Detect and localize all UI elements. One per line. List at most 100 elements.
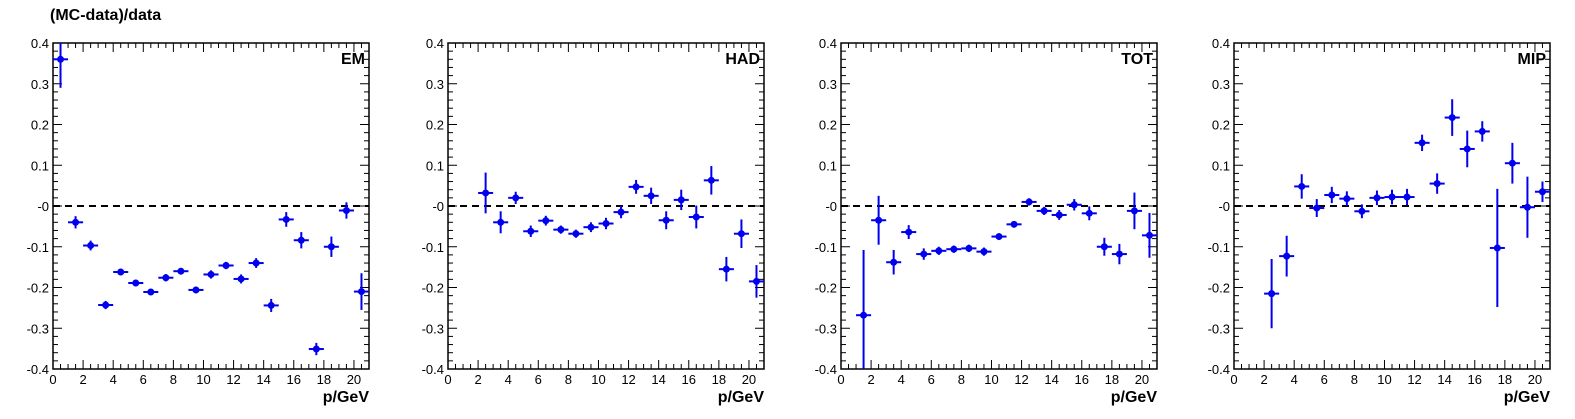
y-tick-label: 0.2 (1212, 118, 1230, 133)
data-marker (87, 242, 95, 250)
y-tick-label: -0.1 (1208, 240, 1230, 255)
data-marker (1433, 180, 1441, 188)
data-marker (342, 206, 350, 214)
data-marker (1010, 220, 1018, 228)
data-point (1006, 220, 1022, 228)
data-marker (297, 236, 305, 244)
data-marker (237, 275, 245, 283)
y-tick-label: 0.1 (31, 158, 49, 173)
data-marker (222, 261, 230, 269)
data-marker (1478, 127, 1486, 135)
data-point (1036, 206, 1052, 215)
data-marker (1040, 207, 1048, 215)
data-marker (602, 220, 610, 228)
x-tick-label: 10 (196, 372, 210, 387)
data-marker (647, 192, 655, 200)
panel-had: 0 2 4 6 8 10 12 14 16 18 20 -0.4 -0.3 -0.2 -0.1 -0 0.1 0.… (422, 36, 765, 406)
data-marker (1268, 290, 1276, 298)
y-tick-label: 0.3 (31, 77, 49, 92)
y-tick-label: -0.2 (815, 281, 837, 296)
data-point (1429, 173, 1445, 194)
data-point (991, 233, 1007, 241)
data-point (976, 247, 992, 256)
data-point (478, 172, 494, 214)
data-point (1111, 243, 1127, 265)
data-marker (752, 277, 760, 285)
data-point (1399, 188, 1415, 206)
data-point (856, 250, 872, 369)
x-tick-label: 12 (621, 372, 635, 387)
data-point (128, 279, 144, 287)
y-tick-label: -0.4 (27, 362, 49, 377)
data-marker (950, 245, 958, 253)
x-tick-label: 6 (535, 372, 542, 387)
x-tick-label: 10 (984, 372, 998, 387)
x-tick-label: 4 (110, 372, 117, 387)
x-tick-label: 12 (1014, 372, 1028, 387)
data-point (113, 268, 129, 276)
data-marker (617, 208, 625, 216)
data-point (1021, 198, 1037, 206)
data-point (68, 216, 84, 229)
data-marker (1070, 201, 1078, 209)
y-tick-label: -0.4 (815, 362, 837, 377)
data-marker (995, 233, 1003, 241)
x-tick-label: 2 (1260, 372, 1267, 387)
data-point (1474, 121, 1490, 142)
data-point (1444, 99, 1460, 136)
data-marker (1298, 182, 1306, 190)
data-point (53, 43, 69, 88)
data-series (1264, 99, 1550, 329)
y-tick-label: -0.1 (422, 240, 444, 255)
data-marker (1523, 203, 1531, 211)
data-point (323, 236, 339, 257)
data-point (293, 232, 309, 249)
data-marker (1538, 188, 1546, 196)
x-tick-label: 4 (505, 372, 512, 387)
data-point (353, 273, 369, 310)
x-axis-label: p/GeV (1504, 389, 1551, 406)
y-tick-label: 0.1 (819, 158, 837, 173)
data-point (568, 229, 584, 238)
data-point (688, 205, 704, 229)
x-tick-label: 18 (1105, 372, 1119, 387)
data-point (188, 286, 204, 294)
y-tick-label: -0.3 (27, 321, 49, 336)
data-marker (557, 226, 565, 234)
x-tick-label: 8 (170, 372, 177, 387)
data-point (1504, 142, 1520, 184)
data-point (643, 187, 659, 204)
panel-mip: 0 2 4 6 8 10 12 14 16 18 20 -0.4 -0.3 -0.2 -0.1 -0 0.1 0.… (1208, 36, 1551, 406)
x-tick-label: 0 (444, 372, 451, 387)
data-marker (1493, 244, 1501, 252)
data-point (98, 300, 114, 310)
x-tick-label: 0 (49, 372, 56, 387)
x-tick-label: 20 (1528, 372, 1542, 387)
data-point (493, 211, 509, 234)
data-marker (1100, 243, 1108, 251)
data-series (53, 43, 369, 356)
data-point (1369, 190, 1385, 206)
data-point (538, 215, 554, 226)
data-marker (162, 274, 170, 282)
data-point (308, 342, 324, 356)
y-tick-label: 0.4 (426, 36, 444, 51)
data-point (218, 261, 234, 270)
data-point (961, 244, 977, 253)
data-point (173, 267, 189, 275)
panel-tot: 0 2 4 6 8 10 12 14 16 18 20 -0.4 -0.3 -0.2 -0.1 -0 0.1 0.… (815, 36, 1158, 406)
data-marker (572, 230, 580, 238)
data-point (233, 274, 249, 284)
data-point (83, 240, 99, 251)
data-marker (357, 288, 365, 296)
data-point (1339, 191, 1355, 206)
data-point (338, 202, 354, 219)
data-marker (1115, 250, 1123, 258)
data-point (946, 245, 962, 253)
data-marker (1055, 211, 1063, 219)
data-point (901, 225, 917, 240)
data-marker (737, 230, 745, 238)
data-point (1081, 206, 1097, 221)
data-marker (132, 279, 140, 287)
